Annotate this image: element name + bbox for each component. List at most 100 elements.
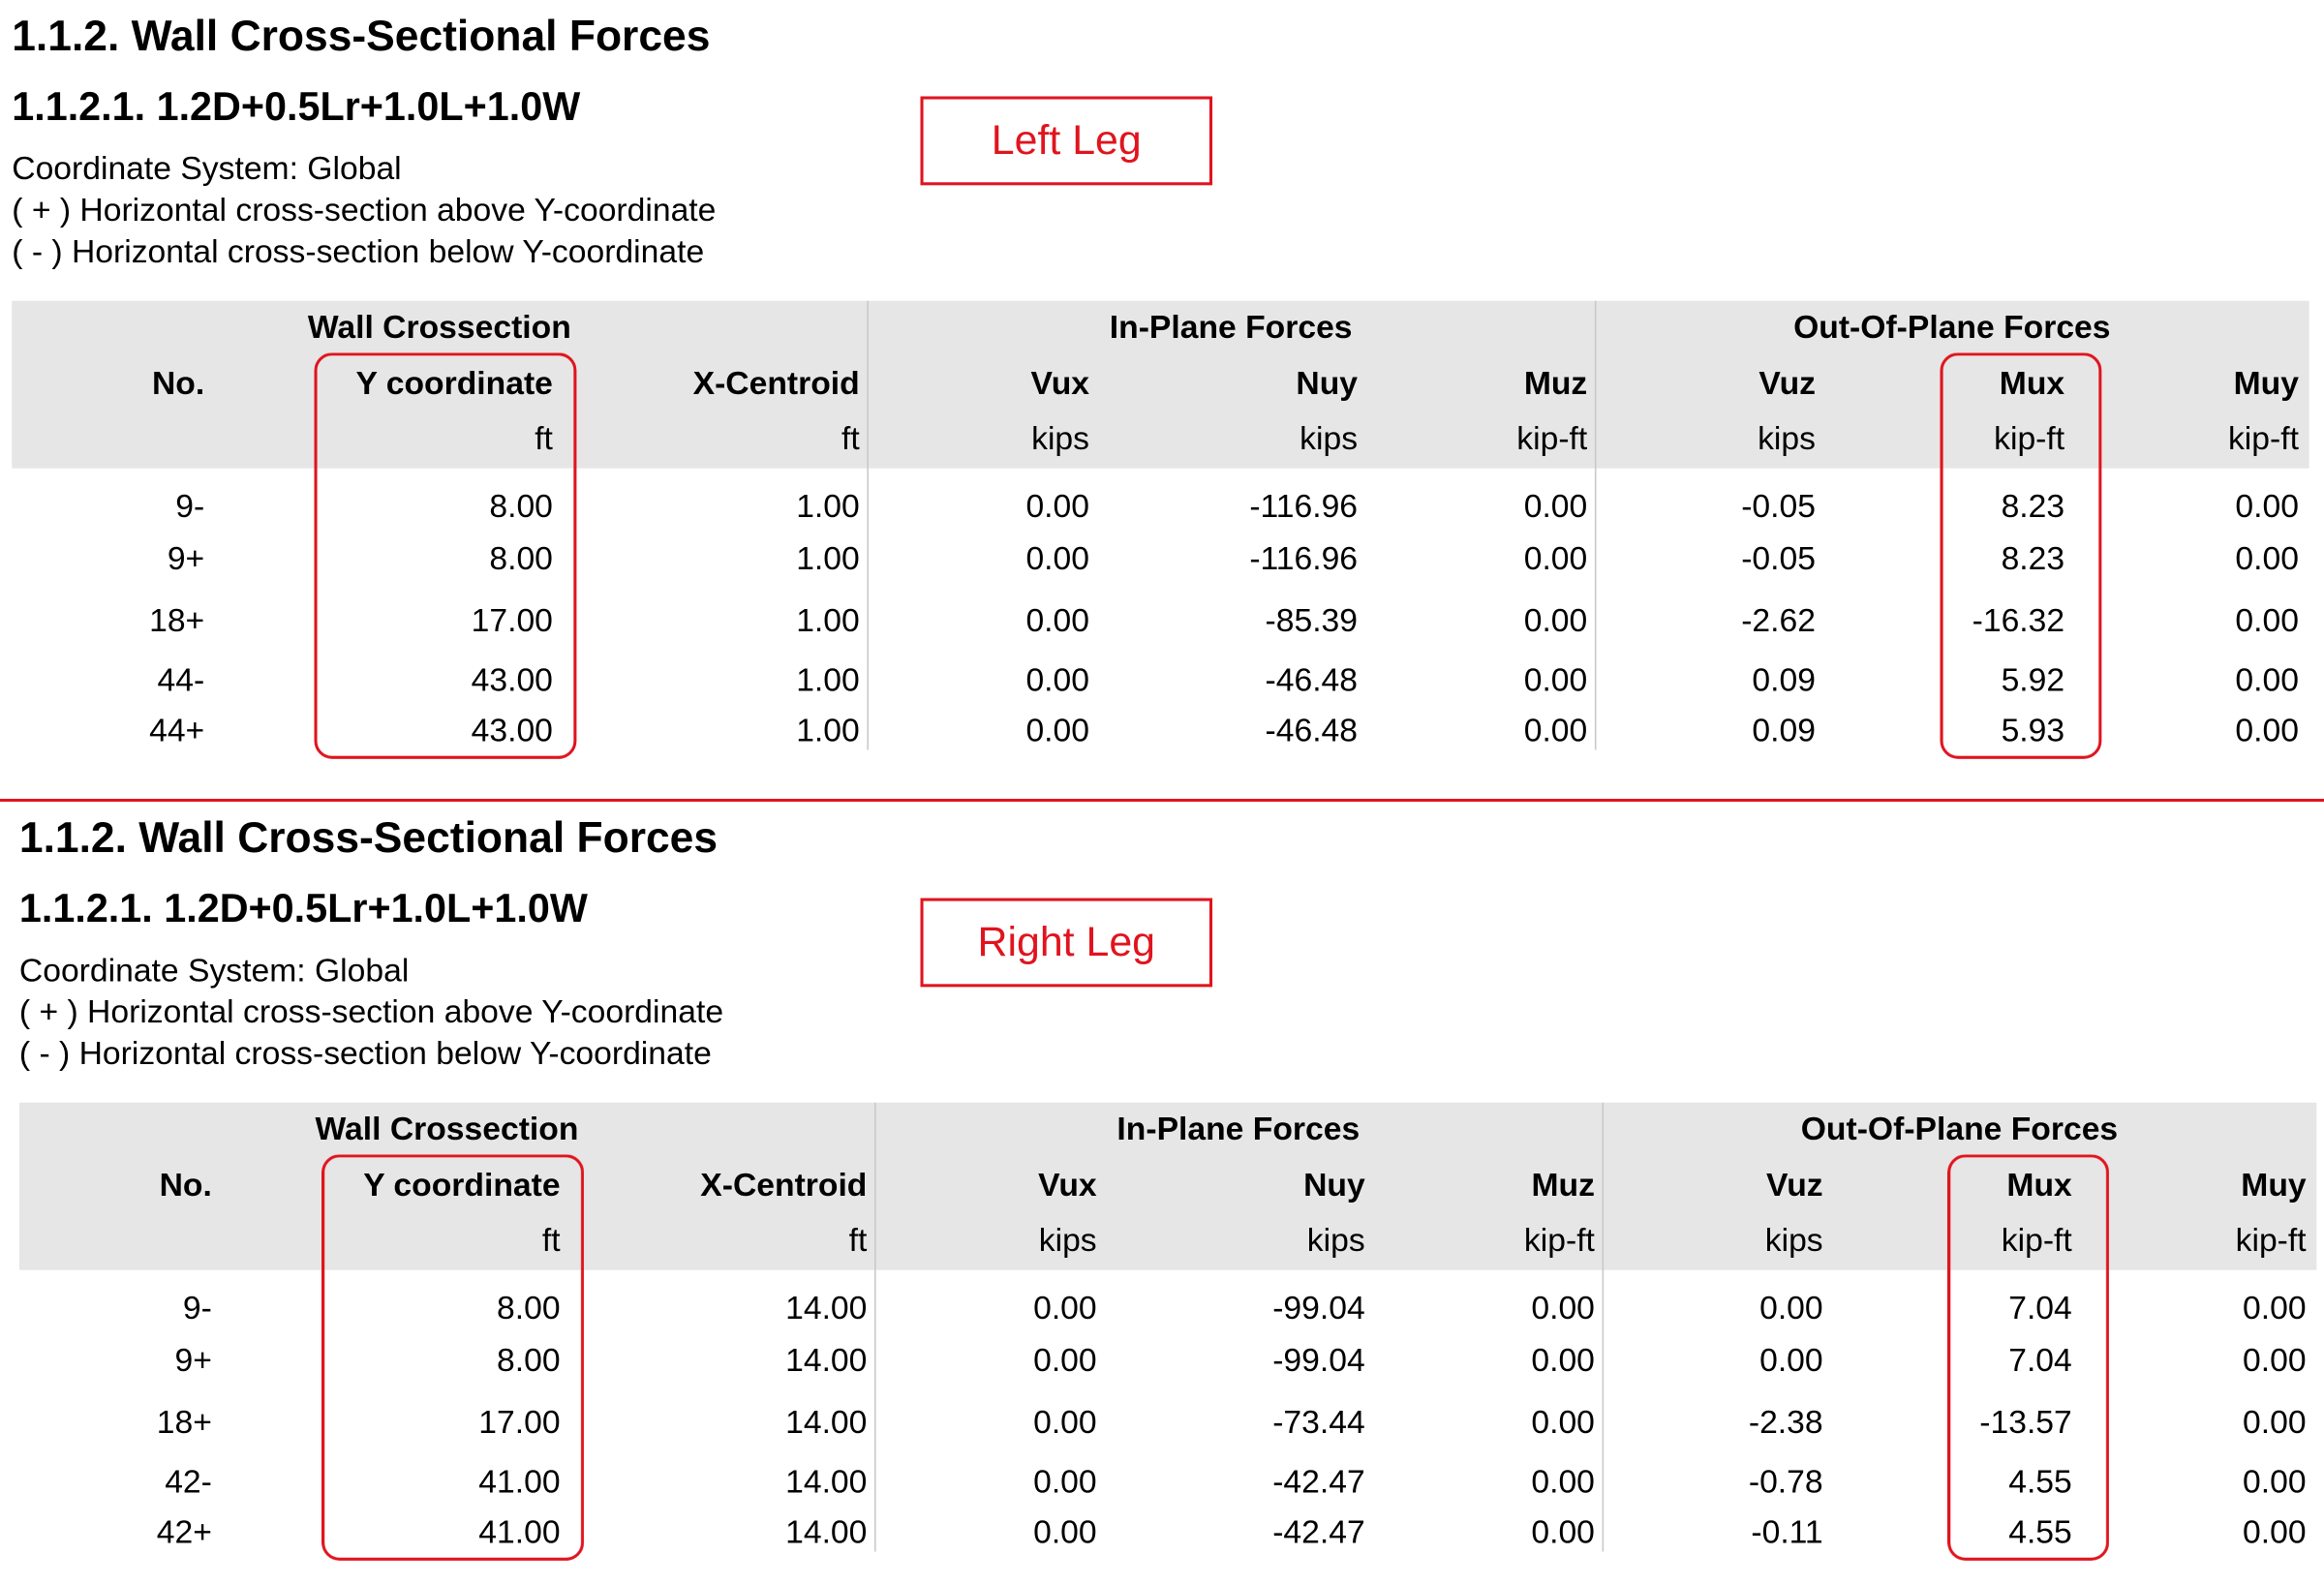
cell: 14.00 [785, 1512, 868, 1551]
cell: -0.05 [1741, 487, 1816, 525]
row-label: 18+ [149, 601, 205, 639]
cell: 0.00 [1025, 487, 1089, 525]
cell: 43.00 [471, 711, 553, 748]
cell: 41.00 [478, 1462, 561, 1500]
cell: 1.00 [796, 487, 860, 525]
column-divider [1602, 1102, 1605, 1552]
column-unit: kip-ft [2235, 1221, 2307, 1259]
highlight-box [1947, 1154, 2110, 1561]
cell: 0.00 [1531, 1341, 1595, 1379]
cell: 17.00 [478, 1403, 561, 1441]
cell: 4.55 [2008, 1512, 2072, 1551]
cell: 41.00 [478, 1512, 561, 1551]
cell: 0.00 [2235, 539, 2299, 577]
cell: 0.00 [2235, 601, 2299, 639]
cell: 5.93 [2001, 711, 2065, 748]
row-label: 9+ [167, 539, 205, 577]
row-label: 9+ [174, 1341, 212, 1379]
section-title: 1.1.2. Wall Cross-Sectional Forces [12, 13, 711, 61]
cell: 1.00 [796, 660, 860, 698]
cell: 0.00 [2243, 1341, 2307, 1379]
section-subtitle: 1.1.2.1. 1.2D+0.5Lr+1.0L+1.0W [18, 886, 588, 931]
cell: 14.00 [785, 1462, 868, 1500]
cell: 0.00 [1759, 1341, 1823, 1379]
cell: -13.57 [1979, 1403, 2072, 1441]
note: ( + ) Horizontal cross-section above Y-c… [12, 191, 717, 229]
cell: 8.00 [489, 539, 553, 577]
cell: 0.00 [1033, 1341, 1097, 1379]
cell: 0.00 [1759, 1289, 1823, 1326]
highlight-box [314, 352, 577, 759]
group-header: In-Plane Forces [1116, 1110, 1361, 1147]
column-unit: ft [841, 419, 860, 457]
cell: 7.04 [2008, 1341, 2072, 1379]
column-divider [1594, 300, 1597, 750]
cell: 4.55 [2008, 1462, 2072, 1500]
group-header: Wall Crossection [315, 1110, 579, 1147]
row-label: 44- [157, 660, 205, 698]
cell: -99.04 [1272, 1341, 1365, 1379]
column-header: Muz [1531, 1166, 1595, 1204]
cell: 14.00 [785, 1289, 868, 1326]
column-unit: kip-ft [1994, 419, 2065, 457]
cell: 0.00 [2235, 711, 2299, 748]
cell: 8.00 [497, 1289, 561, 1326]
column-header: Y coordinate [363, 1166, 561, 1204]
cell: 0.00 [1025, 660, 1089, 698]
group-header: Out-Of-Plane Forces [1793, 308, 2111, 346]
cell: 0.00 [1025, 539, 1089, 577]
table-header-bg [12, 300, 2309, 469]
cell: 0.00 [1523, 539, 1588, 577]
cell: -2.38 [1748, 1403, 1823, 1441]
column-unit: kips [1758, 419, 1816, 457]
cell: 8.23 [2001, 539, 2065, 577]
note: ( - ) Horizontal cross-section below Y-c… [12, 232, 705, 270]
column-unit: kip-ft [2227, 419, 2299, 457]
table-header-bg [18, 1102, 2317, 1270]
highlight-box [1940, 352, 2102, 759]
cell: 14.00 [785, 1403, 868, 1441]
column-unit: kip-ft [1516, 419, 1588, 457]
cell: 0.00 [2235, 487, 2299, 525]
cell: -2.62 [1741, 601, 1816, 639]
column-unit: ft [848, 1221, 868, 1259]
column-header: Mux [2006, 1166, 2072, 1204]
cell: 0.00 [1531, 1512, 1595, 1551]
row-label: 42- [165, 1462, 212, 1500]
cell: 8.23 [2001, 487, 2065, 525]
group-header: In-Plane Forces [1109, 308, 1353, 346]
cell: 0.00 [1033, 1462, 1097, 1500]
cell: -46.48 [1265, 711, 1359, 748]
cell: 0.00 [1523, 660, 1588, 698]
column-header: Vuz [1758, 364, 1816, 402]
column-header: Mux [1999, 364, 2065, 402]
row-label: 42+ [156, 1512, 212, 1551]
column-unit: kip-ft [2001, 1221, 2072, 1259]
column-unit: kips [1306, 1221, 1365, 1259]
cell: 0.00 [1531, 1462, 1595, 1500]
cell: 17.00 [471, 601, 553, 639]
cell: -116.96 [1249, 539, 1359, 577]
cell: 0.09 [1752, 660, 1816, 698]
column-unit: kips [1764, 1221, 1823, 1259]
leg-label: Right Leg [920, 898, 1213, 988]
cell: 0.00 [2235, 660, 2299, 698]
cell: -16.32 [1972, 601, 2065, 639]
cell: 0.00 [1523, 601, 1588, 639]
cell: 0.00 [1523, 487, 1588, 525]
cell: 8.00 [489, 487, 553, 525]
cell: 43.00 [471, 660, 553, 698]
cell: 0.00 [1033, 1289, 1097, 1326]
cell: 0.00 [1025, 601, 1089, 639]
highlight-box [321, 1154, 585, 1561]
cell: 1.00 [796, 711, 860, 748]
cell: -42.47 [1272, 1462, 1365, 1500]
cell: 8.00 [497, 1341, 561, 1379]
cell: 0.00 [1025, 711, 1089, 748]
column-unit: kips [1031, 419, 1089, 457]
note: ( - ) Horizontal cross-section below Y-c… [18, 1034, 712, 1072]
cell: -85.39 [1265, 601, 1359, 639]
note: ( + ) Horizontal cross-section above Y-c… [18, 992, 724, 1030]
column-unit: kip-ft [1523, 1221, 1595, 1259]
